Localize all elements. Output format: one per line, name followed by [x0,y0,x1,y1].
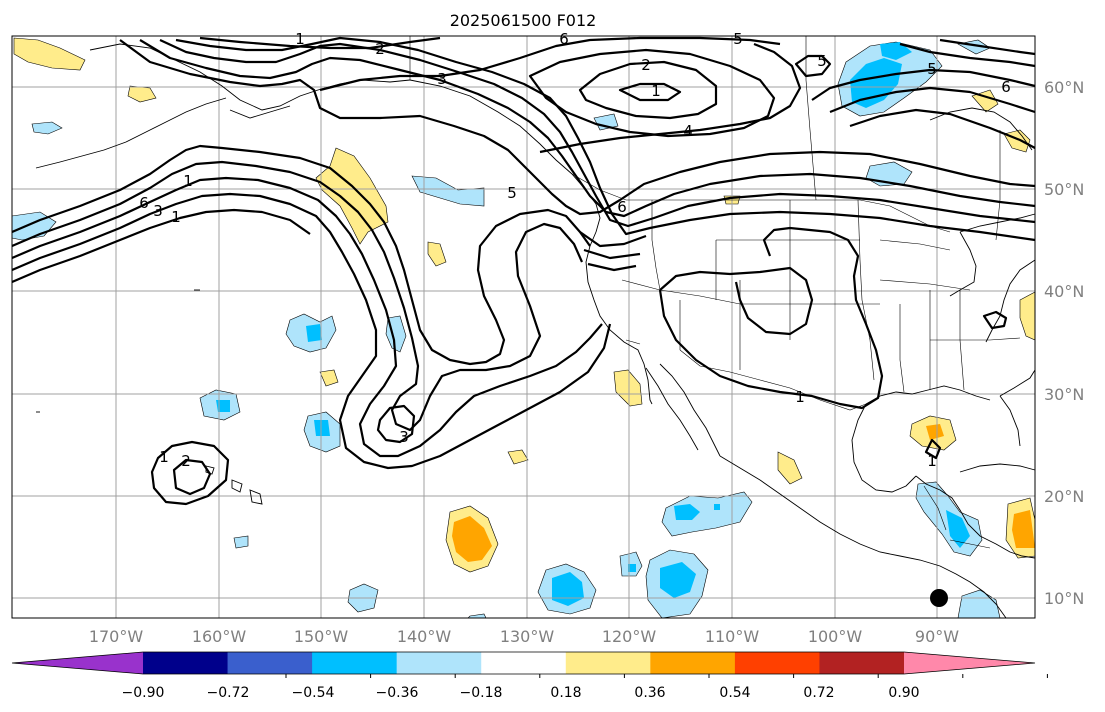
colorbar-label: 0.36 [634,685,665,701]
colorbar-outline [11,651,1036,675]
colorbar-ticks [285,674,1048,678]
contour-label: 2 [641,56,651,74]
colorbar-label: 0.72 [803,685,834,701]
contour-label: 2 [181,452,191,470]
lat-label: 30°N [1044,385,1084,404]
colorbar-segment [734,652,820,674]
contour-label: 5 [733,30,743,48]
lon-label: 100°W [808,627,863,646]
colorbar-label: −0.90 [122,685,165,701]
contour-label: 1 [927,452,937,470]
contour-label: 6 [559,30,569,48]
contour-label-group: 1 2 3 5 6 2 1 4 5 6 5 1 1 6 5 6 3 1 3 1 … [139,30,1011,470]
colorbar-label: −0.18 [460,685,503,701]
longitude-labels: 170°W 160°W 150°W 140°W 130°W 120°W 110°… [89,627,959,646]
contour-label: 1 [183,172,193,190]
colorbar-segment [650,652,736,674]
contour-label: 1 [171,208,181,226]
lon-label: 90°W [915,627,959,646]
colorbar-label: −0.72 [207,685,250,701]
colorbar-segments [11,651,1036,675]
lon-label: 170°W [89,627,144,646]
contour-label: 1 [795,388,805,406]
colorbar-segment [819,652,905,674]
colorbar-label: −0.36 [376,685,419,701]
map-panel: 1 2 3 5 6 2 1 4 5 6 5 1 1 6 5 6 3 1 3 1 … [11,30,1036,619]
colorbar-segment [396,652,482,674]
colorbar-extension-high [904,652,1035,674]
shaded-field [11,37,1036,619]
colorbar-label: 0.18 [550,685,581,701]
contour-label: 3 [437,70,447,88]
contour-label: 6 [1001,78,1011,96]
colorbar-segment [227,652,313,674]
lon-label: 120°W [602,627,657,646]
lon-label: 140°W [397,627,452,646]
colorbar-label: 0.54 [719,685,750,701]
contour-lines [11,36,1036,506]
point-marker [930,589,948,607]
colorbar: −0.90 −0.72 −0.54 −0.36 −0.18 0.18 0.36 … [11,651,1048,701]
lon-label: 130°W [500,627,555,646]
coastlines [35,43,1036,619]
figure-title: 2025061500 F012 [450,11,597,30]
lat-label: 20°N [1044,487,1084,506]
lon-label: 110°W [705,627,760,646]
contour-label: 5 [927,60,937,78]
borders [409,36,1021,549]
colorbar-segment [312,652,398,674]
colorbar-extension-low [12,652,143,674]
lat-label: 60°N [1044,78,1084,97]
lon-label: 150°W [294,627,349,646]
colorbar-label: 0.90 [888,685,919,701]
contour-label: 5 [507,184,517,202]
colorbar-label: −0.54 [292,685,335,701]
latitude-labels: 60°N 50°N 40°N 30°N 20°N 10°N [1044,78,1084,608]
lat-label: 50°N [1044,180,1084,199]
contour-label: 5 [817,52,827,70]
lon-label: 160°W [192,627,247,646]
contour-label: 4 [683,122,693,140]
contour-label: 6 [617,198,627,216]
contour-label: 3 [153,202,163,220]
contour-label: 1 [159,448,169,466]
contour-label: 2 [375,40,385,58]
colorbar-segment [565,652,651,674]
contour-label: 1 [295,30,305,48]
lat-label: 40°N [1044,282,1084,301]
colorbar-segment [481,652,567,674]
gridlines [12,36,1035,618]
colorbar-segment [143,652,229,674]
contour-label: 6 [139,194,149,212]
contour-label: 1 [651,82,661,100]
contour-label: 3 [399,428,409,446]
lat-label: 10°N [1044,589,1084,608]
